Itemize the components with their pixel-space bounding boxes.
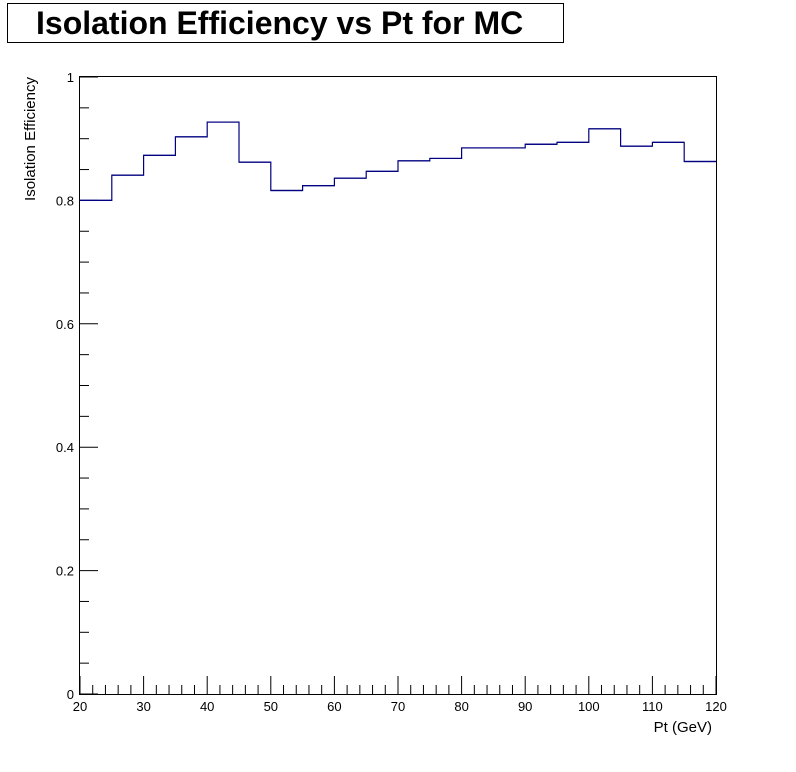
x-tick-label: 110	[642, 699, 663, 714]
x-tick-label: 120	[705, 699, 727, 714]
y-axis: 0 0.2 0.4 0.6 0.8 1	[56, 70, 98, 702]
histogram-bins	[80, 121, 716, 201]
x-axis-title: Pt (GeV)	[654, 719, 712, 736]
x-tick-label: 80	[454, 699, 468, 714]
x-tick-label: 20	[73, 699, 87, 714]
plot-frame	[79, 76, 717, 695]
x-tick-label: 70	[391, 699, 405, 714]
y-tick-label: 0.2	[56, 564, 74, 579]
x-tick-label: 90	[518, 699, 532, 714]
y-tick-label: 0.4	[56, 440, 74, 455]
x-axis: 20 30 40 50 60 70 80 90 100 110 120	[73, 676, 727, 714]
y-tick-label: 0	[67, 687, 74, 702]
x-tick-label: 100	[578, 699, 600, 714]
y-tick-label: 0.6	[56, 317, 74, 332]
chart-title: Isolation Efficiency vs Pt for MC	[36, 5, 524, 41]
x-tick-label: 60	[327, 699, 341, 714]
x-tick-label: 30	[136, 699, 150, 714]
y-tick-label: 1	[67, 70, 74, 85]
x-tick-label: 40	[200, 699, 214, 714]
y-tick-label: 0.8	[56, 193, 74, 208]
y-axis-title: Isolation Efficiency	[22, 77, 39, 201]
x-tick-label: 50	[264, 699, 278, 714]
title-box: Isolation Efficiency vs Pt for MC	[7, 3, 564, 43]
